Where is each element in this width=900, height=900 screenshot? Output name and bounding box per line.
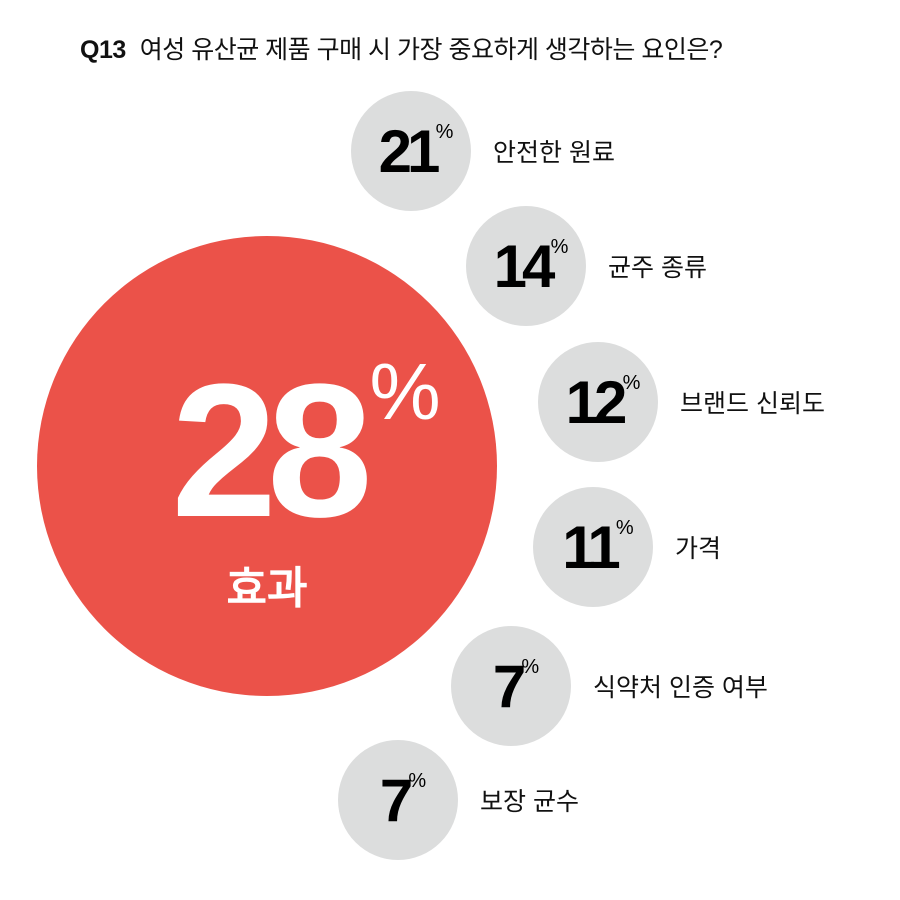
question-number: Q13: [80, 36, 126, 64]
percent-sign: %: [435, 120, 454, 143]
value-label: 11%: [562, 513, 634, 581]
category-label: 보장 균수: [480, 788, 579, 816]
value-label: 12%: [565, 368, 641, 436]
value-label: 7%: [492, 652, 540, 720]
category-label: 브랜드 신뢰도: [680, 390, 825, 418]
percent-sign: %: [550, 235, 569, 258]
category-label: 효과: [226, 564, 308, 613]
factor-bubble: 7%: [338, 740, 458, 860]
value-label: 21%: [378, 117, 454, 185]
category-label: 가격: [675, 535, 722, 563]
percent-sign: %: [521, 655, 540, 678]
factor-bubble: 11%: [533, 487, 653, 607]
percent-sign: %: [408, 769, 427, 792]
highlight-bubble: 28% 효과: [37, 236, 497, 696]
value-label: 7%: [379, 766, 427, 834]
factor-bubble: 21%: [351, 91, 471, 211]
category-label: 안전한 원료: [493, 139, 615, 167]
percent-sign: %: [369, 347, 441, 436]
percent-sign: %: [615, 516, 634, 539]
category-label: 식약처 인증 여부: [593, 674, 768, 702]
value-label: 28%: [171, 345, 441, 557]
factor-bubble: 14%: [466, 206, 586, 326]
factor-bubble: 7%: [451, 626, 571, 746]
question-text: 여성 유산균 제품 구매 시 가장 중요하게 생각하는 요인은?: [139, 36, 723, 64]
factor-bubble: 12%: [538, 342, 658, 462]
category-label: 균주 종류: [608, 254, 707, 282]
percent-sign: %: [622, 371, 641, 394]
chart-title: Q13 여성 유산균 제품 구매 시 가장 중요하게 생각하는 요인은?: [80, 30, 723, 66]
value-label: 14%: [493, 232, 569, 300]
